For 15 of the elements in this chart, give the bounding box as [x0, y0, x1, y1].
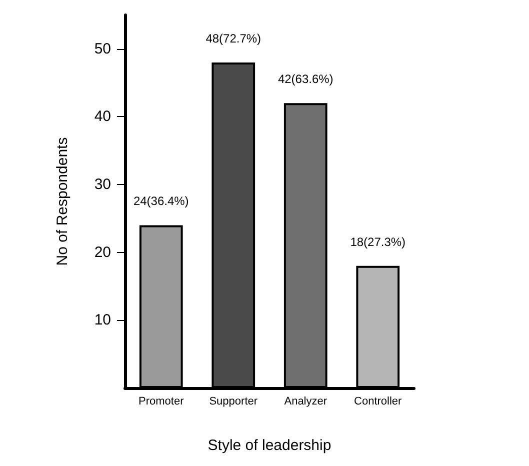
x-tick-label: Analyzer: [284, 396, 328, 408]
data-label: 24(36.4%): [133, 194, 189, 208]
y-tick-label: 10: [94, 312, 111, 329]
y-tick-label: 20: [94, 244, 111, 261]
x-tick-label: Promoter: [138, 396, 184, 408]
data-label: 48(72.7%): [206, 31, 262, 46]
y-tick-label: 50: [94, 40, 111, 58]
data-label: 18(27.3%): [350, 234, 406, 249]
y-tick-label: 30: [94, 176, 111, 194]
x-tick-label: Supporter: [209, 396, 258, 408]
x-axis-title: Style of leadership: [208, 437, 332, 454]
y-axis-title: No of Respondents: [54, 137, 71, 266]
y-tick-label: 40: [94, 108, 111, 126]
x-tick-label: Controller: [354, 396, 402, 408]
data-label: 42(63.6%): [278, 72, 334, 86]
